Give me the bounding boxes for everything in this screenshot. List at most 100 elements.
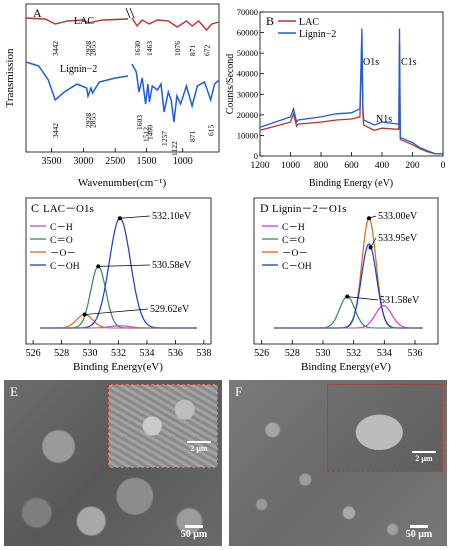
annotation-c1s: C1s <box>401 57 417 68</box>
x-tick-label: 400 <box>375 161 390 171</box>
legend-label: C－H <box>50 223 73 233</box>
x-tick-label: 528 <box>285 348 300 359</box>
peak-marker <box>368 245 373 250</box>
x-tick-label: 528 <box>54 348 69 359</box>
x-tick-label: 526 <box>26 348 41 359</box>
peak-annotation: 532.10eV <box>152 211 192 222</box>
annotation-leader <box>370 237 377 248</box>
peak-label-lac: 871 <box>188 45 197 57</box>
y-tick-label: 30000 <box>237 89 258 99</box>
annotation-leader <box>84 308 149 315</box>
peak-label-lignin-2: 2928 <box>84 113 93 128</box>
x-tick-label: 800 <box>314 161 329 171</box>
panel-a-xlabel: Wavenumber(cm⁻¹) <box>78 177 167 189</box>
annotation-leader <box>98 264 151 267</box>
legend-label: C＝O <box>282 236 305 246</box>
peak-label-lignin-2: 1460 <box>145 125 154 140</box>
x-tick-label: 534 <box>377 348 392 359</box>
peak-annotation: 533.95eV <box>378 233 418 244</box>
series-line-lac <box>131 17 220 32</box>
y-tick-label: 20000 <box>237 110 258 120</box>
sem-inset-f: 2 μm <box>327 384 443 472</box>
peak-label-lac: 2928 <box>84 41 93 56</box>
panel-b-xlabel: Binding Energy (eV) <box>309 178 393 189</box>
peak-label-lignin-2: 1257 <box>160 131 169 146</box>
legend-lignin-2: Lignin−2 <box>60 64 97 75</box>
peak-label-lignin-2: 1122 <box>170 141 179 156</box>
sem-inset-e: 2 μm <box>108 384 218 468</box>
x-tick-label: 530 <box>316 348 331 359</box>
x-tick-label: 532 <box>346 348 361 359</box>
inset-scale-label: 2 μm <box>415 454 433 463</box>
peak-annotation: 531.58eV <box>380 295 420 306</box>
peak-label-lignin-2: 1512 <box>142 127 151 142</box>
series-line-lac <box>25 17 129 25</box>
legend-label: －O－ <box>50 249 76 259</box>
peak-label-lac: 1630 <box>133 41 142 56</box>
peak-label-lac: 3442 <box>51 41 60 56</box>
x-tick-label: 1000 <box>281 161 300 171</box>
y-tick-label: 70000 <box>237 7 258 17</box>
peak-marker <box>367 216 371 221</box>
x-tick-label: 1500 <box>137 156 157 167</box>
peak-label-lignin-2: 1603 <box>135 115 144 130</box>
sem-image-e: 2 μm E 50 μm <box>4 380 222 546</box>
sem-letter-f: F <box>235 384 243 399</box>
x-tick-label: 538 <box>196 348 211 359</box>
peak-label-lignin-2: 2855 <box>89 113 98 128</box>
panel-b-xps-survey: B Counts/Second Binding Energy (eV) 1200… <box>226 7 446 189</box>
x-tick-label: 530 <box>83 348 98 359</box>
panel-c-lac-o1s: C LAC－O1s Binding Energy(eV) 526 528 530 53… <box>25 197 212 373</box>
x-tick-label: 3500 <box>42 156 62 167</box>
legend-label: C－OH <box>282 262 312 272</box>
series-line-lignin-2 <box>131 63 220 123</box>
x-tick-label: 536 <box>408 348 423 359</box>
x-tick-label: 526 <box>254 348 269 359</box>
x-tick-label: 600 <box>344 161 359 171</box>
legend-lac: LAC <box>74 16 94 27</box>
inset-scale-line <box>412 451 436 453</box>
panel-a-ylabel: Transmission <box>4 48 16 107</box>
scale-line <box>185 525 203 528</box>
peak-annotation: 529.62eV <box>150 304 190 315</box>
panel-c-title: LAC－O1s <box>43 203 94 215</box>
sem-scale-bar-f: 50 μm <box>399 525 439 540</box>
legend-lac: LAC <box>299 17 319 28</box>
peak-label-lac: 2855 <box>89 41 98 56</box>
legend-label: C＝O <box>50 236 73 246</box>
legend-lignin-2: Lignin−2 <box>299 29 336 40</box>
panel-a-frame <box>25 3 220 153</box>
x-tick-label: 1000 <box>173 156 193 167</box>
annotation-leader <box>119 215 151 219</box>
panel-d-xlabel: Binding Energy(eV) <box>301 361 391 373</box>
x-tick-label: 200 <box>405 161 420 171</box>
peak-label-lignin-2: 871 <box>188 131 197 143</box>
panel-d-frame <box>253 197 439 345</box>
sem-image-f: 2 μm F 50 μm <box>229 380 447 546</box>
x-tick-label: 536 <box>168 348 183 359</box>
panel-d-title: Lignin－2－O1s <box>272 203 347 215</box>
axis-break-mark <box>125 7 131 19</box>
y-tick-label: 50000 <box>237 48 258 58</box>
sem-scale-bar-e: 50 μm <box>174 525 214 540</box>
inset-scale-bar-e: 2 μm <box>187 441 211 453</box>
panel-a-letter: A <box>33 6 42 20</box>
component-curve <box>40 265 197 329</box>
scale-label: 50 μm <box>180 529 208 540</box>
annotation-n1s: N1s <box>376 114 392 125</box>
legend-label: －O－ <box>282 249 308 259</box>
x-tick-label: 532 <box>111 348 126 359</box>
panel-c-letter: C <box>31 201 39 215</box>
panel-d-lignin-o1s: D Lignin－2－O1s Binding Energy(eV) 526 528… <box>253 197 439 373</box>
y-tick-label: 0 <box>254 151 258 161</box>
y-tick-label: 10000 <box>237 130 258 140</box>
inset-scale-line <box>187 441 211 443</box>
scale-line <box>410 525 428 528</box>
x-tick-label: 0 <box>441 161 446 171</box>
peak-annotation: 530.58eV <box>152 260 192 271</box>
panel-b-letter: B <box>266 14 274 28</box>
axis-break-mark <box>129 7 135 19</box>
peak-annotation: 533.00eV <box>378 211 418 222</box>
peak-marker <box>117 216 122 221</box>
x-tick-label: 534 <box>139 348 154 359</box>
